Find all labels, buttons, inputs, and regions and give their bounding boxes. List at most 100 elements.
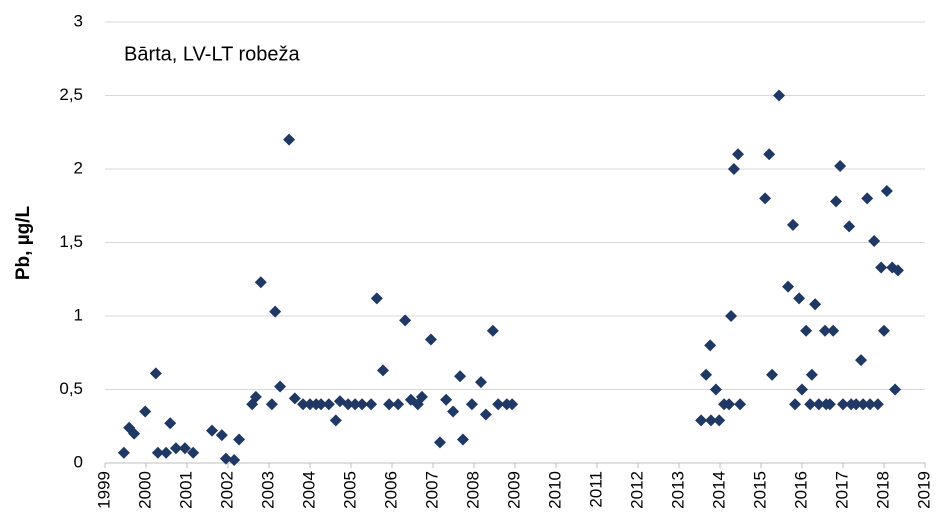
x-tick-label: 1999: [94, 471, 113, 509]
data-point: [228, 454, 241, 467]
data-point: [709, 383, 722, 396]
data-point: [818, 324, 831, 337]
data-point: [713, 414, 726, 427]
data-point: [875, 261, 888, 274]
data-point: [871, 398, 884, 411]
data-point: [857, 398, 870, 411]
data-point: [823, 398, 836, 411]
data-point: [891, 264, 904, 277]
data-point: [297, 398, 310, 411]
data-point: [889, 383, 902, 396]
x-tick-label: 2000: [135, 471, 154, 509]
data-point: [800, 324, 813, 337]
data-point: [804, 398, 817, 411]
data-point: [139, 405, 152, 418]
data-point: [329, 414, 342, 427]
x-tick-label: 2001: [176, 471, 195, 509]
x-tick-label: 2018: [873, 471, 892, 509]
data-point: [456, 433, 469, 446]
x-tick-label: 2002: [217, 471, 236, 509]
data-point: [249, 390, 262, 403]
x-tick-label: 2005: [340, 471, 359, 509]
x-tick-label: 2010: [545, 471, 564, 509]
y-tick-label: 1,5: [59, 232, 83, 251]
data-point: [415, 390, 428, 403]
data-point: [732, 148, 745, 161]
data-point: [786, 218, 799, 231]
data-point: [796, 383, 808, 396]
data-point: [763, 148, 776, 161]
data-point: [304, 398, 316, 411]
data-point: [392, 398, 405, 411]
data-point: [834, 160, 847, 173]
data-point: [440, 393, 453, 406]
data-point: [809, 298, 822, 311]
data-point: [274, 380, 287, 393]
data-point: [850, 398, 863, 411]
data-point: [128, 427, 141, 440]
x-tick-label: 2004: [299, 471, 318, 509]
data-point: [479, 408, 492, 421]
data-point: [695, 414, 708, 427]
x-tick-label: 2014: [709, 471, 728, 509]
data-point: [868, 235, 881, 248]
data-point: [805, 368, 818, 381]
data-point: [178, 442, 191, 455]
data-point: [383, 398, 396, 411]
data-point: [725, 310, 738, 322]
data-point: [433, 436, 446, 449]
x-tick-label: 2003: [258, 471, 277, 509]
y-tick-label: 0,5: [59, 379, 83, 398]
data-point: [773, 89, 786, 102]
data-point: [465, 398, 478, 411]
data-point: [704, 414, 717, 427]
data-point: [793, 292, 806, 305]
data-point: [269, 305, 282, 318]
x-tick-label: 2012: [627, 471, 646, 509]
data-point: [215, 429, 228, 442]
data-point: [878, 324, 890, 337]
data-point: [315, 398, 328, 411]
y-tick-label: 1: [74, 305, 83, 324]
data-point: [486, 324, 499, 337]
data-point: [187, 446, 200, 459]
data-point: [723, 398, 736, 411]
data-point: [727, 163, 740, 175]
x-tick-label: 2009: [504, 471, 523, 509]
data-point: [782, 280, 795, 293]
x-tick-label: 2015: [750, 471, 769, 509]
data-point: [283, 133, 296, 146]
data-point: [365, 398, 378, 411]
x-tick-label: 2008: [463, 471, 482, 509]
data-point: [454, 370, 467, 383]
data-point: [827, 324, 840, 337]
data-point: [265, 398, 278, 411]
data-point: [447, 405, 460, 418]
y-tick-label: 2: [74, 158, 83, 177]
data-point: [700, 368, 713, 381]
data-point: [734, 398, 747, 411]
data-point: [506, 398, 519, 411]
data-point: [704, 339, 717, 352]
x-tick-label: 2013: [668, 471, 687, 509]
data-point: [254, 276, 267, 289]
data-point: [424, 333, 437, 346]
data-point: [206, 424, 219, 437]
data-point: [322, 398, 335, 411]
y-tick-label: 3: [74, 11, 83, 30]
data-point: [233, 433, 246, 446]
data-point: [759, 192, 772, 205]
annotation: Bārta, LV-LT robeža: [124, 43, 301, 65]
data-point: [399, 314, 412, 327]
y-tick-label: 2,5: [59, 85, 83, 104]
x-tick-label: 2007: [422, 471, 441, 509]
x-tick-label: 2011: [586, 471, 605, 508]
data-point: [812, 398, 825, 411]
data-point: [160, 446, 173, 459]
data-point: [855, 354, 868, 367]
data-point: [356, 398, 369, 411]
x-tick-label: 2017: [832, 471, 851, 509]
data-point: [349, 398, 362, 411]
data-point: [288, 392, 301, 405]
